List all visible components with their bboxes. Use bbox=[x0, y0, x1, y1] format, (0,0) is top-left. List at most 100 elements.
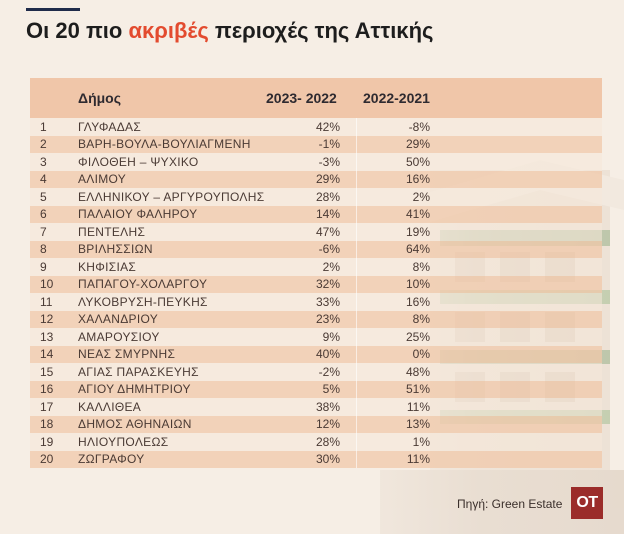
row-municipality: ΓΛΥΦΑΔΑΣ bbox=[78, 119, 142, 134]
column-divider bbox=[356, 170, 357, 188]
table-row: 16 ΑΓΙΟΥ ΔΗΜΗΤΡΙΟΥ 5% 51% bbox=[30, 380, 602, 398]
column-divider bbox=[356, 240, 357, 258]
row-change-2022-2021: 11% bbox=[406, 452, 430, 466]
row-rank: 10 bbox=[40, 277, 54, 291]
table-row: 3 ΦΙΛΟΘΕΗ – ΨΥΧΙΚΟ -3% 50% bbox=[30, 153, 602, 171]
row-change-2022-2021: 8% bbox=[412, 259, 430, 274]
row-change-2023-2022: 47% bbox=[315, 224, 340, 239]
table-row: 1 ΓΛΥΦΑΔΑΣ 42% -8% bbox=[30, 118, 602, 136]
row-change-2023-2022: -2% bbox=[318, 364, 340, 379]
row-municipality: ΑΜΑΡΟΥΣΙΟΥ bbox=[78, 329, 160, 344]
row-change-2023-2022: 14% bbox=[315, 207, 340, 221]
row-change-2022-2021: -8% bbox=[408, 119, 430, 134]
row-municipality: ΚΑΛΛΙΘΕΑ bbox=[78, 399, 142, 414]
row-change-2022-2021: 51% bbox=[405, 382, 430, 396]
row-municipality: ΠΑΠΑΓΟΥ-ΧΟΛΑΡΓΟΥ bbox=[78, 277, 208, 291]
row-rank: 2 bbox=[40, 137, 47, 151]
table-row: 10 ΠΑΠΑΓΟΥ-ΧΟΛΑΡΓΟΥ 32% 10% bbox=[30, 275, 602, 293]
row-municipality: ΑΓΙΑΣ ΠΑΡΑΣΚΕΥΗΣ bbox=[78, 364, 199, 379]
row-change-2022-2021: 11% bbox=[406, 399, 430, 414]
column-divider bbox=[356, 345, 357, 363]
row-change-2022-2021: 8% bbox=[412, 312, 430, 326]
row-rank: 7 bbox=[40, 224, 47, 239]
row-municipality: ΠΑΛΑΙΟΥ ΦΑΛΗΡΟΥ bbox=[78, 207, 198, 221]
table-row: 19 ΗΛΙΟΥΠΟΛΕΩΣ 28% 1% bbox=[30, 433, 602, 451]
row-rank: 6 bbox=[40, 207, 47, 221]
row-municipality: ΑΛΙΜΟΥ bbox=[78, 172, 127, 186]
table-body: 1 ΓΛΥΦΑΔΑΣ 42% -8% 2 ΒΑΡΗ-ΒΟΥΛΑ-ΒΟΥΛΙΑΓΜΕΝΗ -1… bbox=[30, 118, 602, 468]
table-row: 17 ΚΑΛΛΙΘΕΑ 38% 11% bbox=[30, 398, 602, 416]
page-title: Οι 20 πιο ακριβές περιοχές της Αττικής bbox=[26, 18, 433, 44]
row-change-2023-2022: -6% bbox=[318, 242, 340, 256]
row-rank: 9 bbox=[40, 259, 47, 274]
table-header: Δήμος 2023- 2022 2022-2021 bbox=[30, 78, 602, 118]
row-change-2022-2021: 29% bbox=[405, 137, 430, 151]
row-rank: 16 bbox=[40, 382, 54, 396]
table-row: 8 ΒΡΙΛΗΣΣΙΩΝ -6% 64% bbox=[30, 240, 602, 258]
row-municipality: ΦΙΛΟΘΕΗ – ΨΥΧΙΚΟ bbox=[78, 154, 199, 169]
row-rank: 8 bbox=[40, 242, 47, 256]
column-divider bbox=[356, 415, 357, 433]
column-header-2023-2022: 2023- 2022 bbox=[266, 90, 337, 106]
row-change-2022-2021: 50% bbox=[405, 154, 430, 169]
column-divider bbox=[356, 398, 357, 416]
table-row: 14 ΝΕΑΣ ΣΜΥΡΝΗΣ 40% 0% bbox=[30, 345, 602, 363]
row-municipality: ΑΓΙΟΥ ΔΗΜΗΤΡΙΟΥ bbox=[78, 382, 191, 396]
column-divider bbox=[356, 450, 357, 468]
row-rank: 15 bbox=[40, 364, 54, 379]
table-row: 4 ΑΛΙΜΟΥ 29% 16% bbox=[30, 170, 602, 188]
row-municipality: ΕΛΛΗΝΙΚΟΥ – ΑΡΓΥΡΟΥΠΟΛΗΣ bbox=[78, 189, 265, 204]
table-row: 9 ΚΗΦΙΣΙΑΣ 2% 8% bbox=[30, 258, 602, 276]
row-change-2022-2021: 16% bbox=[405, 294, 430, 309]
column-divider bbox=[356, 310, 357, 328]
row-change-2023-2022: 33% bbox=[315, 294, 340, 309]
row-rank: 1 bbox=[40, 119, 47, 134]
row-municipality: ΒΡΙΛΗΣΣΙΩΝ bbox=[78, 242, 153, 256]
row-change-2023-2022: 30% bbox=[315, 452, 340, 466]
column-divider bbox=[356, 293, 357, 311]
row-change-2023-2022: 29% bbox=[315, 172, 340, 186]
row-municipality: ΝΕΑΣ ΣΜΥΡΝΗΣ bbox=[78, 347, 176, 361]
row-rank: 19 bbox=[40, 434, 54, 449]
column-divider bbox=[356, 135, 357, 153]
row-rank: 11 bbox=[40, 294, 53, 309]
row-change-2022-2021: 10% bbox=[405, 277, 430, 291]
row-change-2022-2021: 1% bbox=[412, 434, 430, 449]
column-divider bbox=[356, 275, 357, 293]
row-change-2023-2022: 42% bbox=[315, 119, 340, 134]
row-municipality: ΔΗΜΟΣ ΑΘΗΝΑΙΩΝ bbox=[78, 417, 192, 431]
source-note: Πηγή: Green Estate bbox=[457, 497, 563, 511]
table-row: 18 ΔΗΜΟΣ ΑΘΗΝΑΙΩΝ 12% 13% bbox=[30, 415, 602, 433]
row-change-2022-2021: 2% bbox=[412, 189, 430, 204]
table-row: 2 ΒΑΡΗ-ΒΟΥΛΑ-ΒΟΥΛΙΑΓΜΕΝΗ -1% 29% bbox=[30, 135, 602, 153]
row-change-2022-2021: 25% bbox=[405, 329, 430, 344]
column-divider bbox=[356, 380, 357, 398]
row-change-2023-2022: 9% bbox=[322, 329, 340, 344]
row-change-2023-2022: 40% bbox=[315, 347, 340, 361]
row-change-2023-2022: -1% bbox=[318, 137, 340, 151]
column-divider bbox=[356, 205, 357, 223]
row-change-2023-2022: 32% bbox=[315, 277, 340, 291]
row-rank: 17 bbox=[40, 399, 54, 414]
row-change-2022-2021: 0% bbox=[412, 347, 430, 361]
table-row: 12 ΧΑΛΑΝΔΡΙΟΥ 23% 8% bbox=[30, 310, 602, 328]
row-rank: 4 bbox=[40, 172, 47, 186]
column-divider bbox=[356, 223, 357, 241]
price-table: Δήμος 2023- 2022 2022-2021 1 ΓΛΥΦΑΔΑΣ 42% -… bbox=[30, 78, 602, 468]
row-municipality: ΒΑΡΗ-ΒΟΥΛΑ-ΒΟΥΛΙΑΓΜΕΝΗ bbox=[78, 137, 251, 151]
table-row: 7 ΠΕΝΤΕΛΗΣ 47% 19% bbox=[30, 223, 602, 241]
row-change-2023-2022: 38% bbox=[315, 399, 340, 414]
row-change-2022-2021: 19% bbox=[405, 224, 430, 239]
row-change-2023-2022: 23% bbox=[315, 312, 340, 326]
column-divider bbox=[356, 328, 357, 346]
title-part: πιο bbox=[79, 18, 129, 43]
row-change-2023-2022: 5% bbox=[322, 382, 340, 396]
row-municipality: ΛΥΚΟΒΡΥΣΗ-ΠΕΥΚΗΣ bbox=[78, 294, 208, 309]
row-municipality: ΚΗΦΙΣΙΑΣ bbox=[78, 259, 137, 274]
column-divider bbox=[356, 258, 357, 276]
row-rank: 18 bbox=[40, 417, 54, 431]
row-change-2022-2021: 16% bbox=[405, 172, 430, 186]
title-accent-bar bbox=[26, 8, 80, 11]
table-row: 5 ΕΛΛΗΝΙΚΟΥ – ΑΡΓΥΡΟΥΠΟΛΗΣ 28% 2% bbox=[30, 188, 602, 206]
row-rank: 14 bbox=[40, 347, 54, 361]
